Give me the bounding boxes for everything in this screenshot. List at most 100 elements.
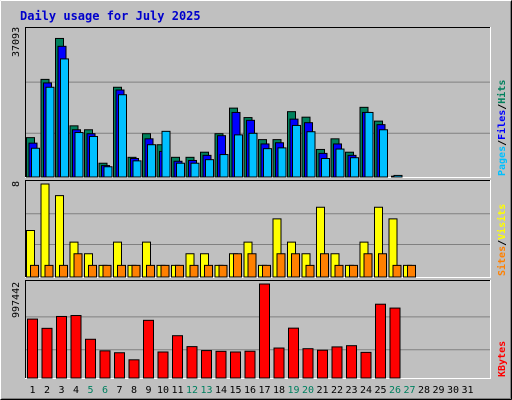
day-label-15: 15 (229, 385, 241, 396)
pages-bar-day-15 (234, 134, 243, 178)
label-separator: / (497, 140, 508, 146)
sites-bar-day-16 (247, 253, 257, 278)
pages-bar-day-25 (379, 129, 388, 178)
pages-bar-day-5 (89, 135, 98, 178)
kbytes-bar-day-6 (99, 350, 111, 379)
visits-bar-day-2 (40, 183, 50, 278)
kbytes-bar-day-13 (201, 350, 212, 379)
right-label-sites-visits: Sites/Visits (496, 204, 508, 276)
label-separator: / (497, 104, 508, 110)
visits-bar-day-3 (55, 195, 64, 278)
kbytes-bar-day-20 (302, 348, 314, 379)
hits-files-pages-bars (26, 37, 403, 178)
day-label-4: 4 (73, 385, 79, 396)
sites-bar-day-24 (363, 253, 373, 278)
sites-label: Sites (496, 246, 508, 276)
right-label-kbytes: KBytes (497, 341, 508, 377)
pages-bar-day-17 (263, 148, 272, 178)
day-label-16: 16 (244, 385, 256, 396)
hits-axis-max-label: 37093 (11, 27, 22, 57)
kbytes-panel (25, 280, 491, 379)
day-label-12: 12 (186, 385, 198, 396)
pages-bar-day-13 (205, 159, 214, 178)
pages-bar-day-2 (45, 86, 55, 178)
hits-label: Hits (496, 80, 508, 104)
sites-bar-day-3 (59, 264, 68, 278)
panel-background (25, 180, 490, 277)
pages-bar-day-19 (292, 124, 301, 178)
sites-bar-day-5 (88, 264, 97, 278)
day-label-11: 11 (171, 385, 183, 396)
day-label-17: 17 (258, 385, 270, 396)
day-label-27: 27 (403, 385, 415, 396)
chart-title: Daily usage for July 2025 (20, 9, 201, 23)
sites-bar-day-1 (30, 264, 39, 278)
kbytes-bar-day-3 (56, 315, 67, 379)
kbytes-bars (27, 283, 401, 379)
sites-bar-day-11 (175, 264, 184, 278)
pages-bar-day-22 (335, 148, 345, 178)
pages-bar-day-9 (147, 144, 156, 178)
kbytes-bar-day-12 (186, 346, 198, 379)
visits-sites-bars (26, 183, 416, 278)
kbytes-bar-day-25 (375, 303, 386, 379)
sites-bar-day-19 (291, 253, 300, 278)
pages-bar-day-18 (277, 147, 287, 178)
sites-bar-day-8 (131, 264, 141, 278)
sites-bar-day-10 (160, 264, 170, 278)
kbytes-bar-day-24 (360, 351, 372, 379)
kbytes-bar-day-26 (389, 307, 401, 379)
day-label-30: 30 (447, 385, 459, 396)
pages-bar-day-8 (132, 160, 142, 178)
day-label-7: 7 (116, 385, 122, 396)
day-label-25: 25 (374, 385, 386, 396)
day-label-31: 31 (461, 385, 473, 396)
hits-files-pages-panel (25, 27, 491, 178)
day-label-23: 23 (345, 385, 357, 396)
svg-text:Sites/Visits: Sites/Visits (496, 204, 508, 276)
sites-bar-day-2 (44, 264, 54, 278)
kbytes-bar-day-15 (230, 351, 241, 379)
pages-bar-day-21 (321, 158, 330, 178)
pages-bar-day-4 (74, 132, 84, 178)
right-label-hits-files-pages: Pages/Files/Hits (496, 80, 508, 176)
kbytes-bar-day-9 (143, 319, 154, 379)
kbytes-bar-day-14 (215, 350, 227, 379)
kbytes-bar-day-23 (346, 345, 357, 379)
day-label-26: 26 (389, 385, 401, 396)
pages-bar-day-1 (31, 147, 40, 178)
sites-bar-day-12 (189, 264, 199, 278)
day-label-13: 13 (200, 385, 212, 396)
day-label-6: 6 (102, 385, 108, 396)
pages-bar-day-26 (393, 174, 403, 178)
pages-bar-day-7 (118, 94, 127, 178)
svg-text:Pages/Files/Hits: Pages/Files/Hits (496, 80, 508, 176)
day-label-29: 29 (432, 385, 444, 396)
sites-bar-day-21 (320, 253, 329, 278)
day-label-24: 24 (360, 385, 372, 396)
sites-bar-day-26 (392, 264, 402, 278)
kbytes-bar-day-2 (41, 327, 53, 379)
visits-sites-panel (25, 180, 491, 278)
svg-text:KBytes: KBytes (497, 341, 508, 377)
sites-bar-day-15 (233, 253, 242, 278)
day-label-5: 5 (87, 385, 93, 396)
visits-axis-max-label: 8 (11, 181, 22, 187)
pages-bar-day-12 (190, 162, 200, 178)
pages-bar-day-14 (219, 154, 229, 178)
sites-bar-day-20 (305, 264, 315, 278)
kbytes-bar-day-18 (273, 347, 285, 379)
day-label-19: 19 (287, 385, 299, 396)
day-label-20: 20 (302, 385, 314, 396)
sites-bar-day-7 (117, 264, 126, 278)
sites-bar-day-4 (73, 253, 83, 278)
kbytes-bar-day-21 (317, 349, 328, 379)
kbytes-label: KBytes (497, 341, 508, 377)
kbytes-bar-day-5 (85, 338, 96, 379)
day-label-28: 28 (418, 385, 430, 396)
day-labels: 1 2 3 4 5 6 7 8 9 10 11 12 13 14 15 16 17 18 19 20 21 22 23 24 2… (29, 385, 473, 396)
pages-bar-day-16 (248, 132, 258, 178)
sites-bar-day-14 (218, 264, 228, 278)
sites-bar-day-17 (262, 264, 271, 278)
